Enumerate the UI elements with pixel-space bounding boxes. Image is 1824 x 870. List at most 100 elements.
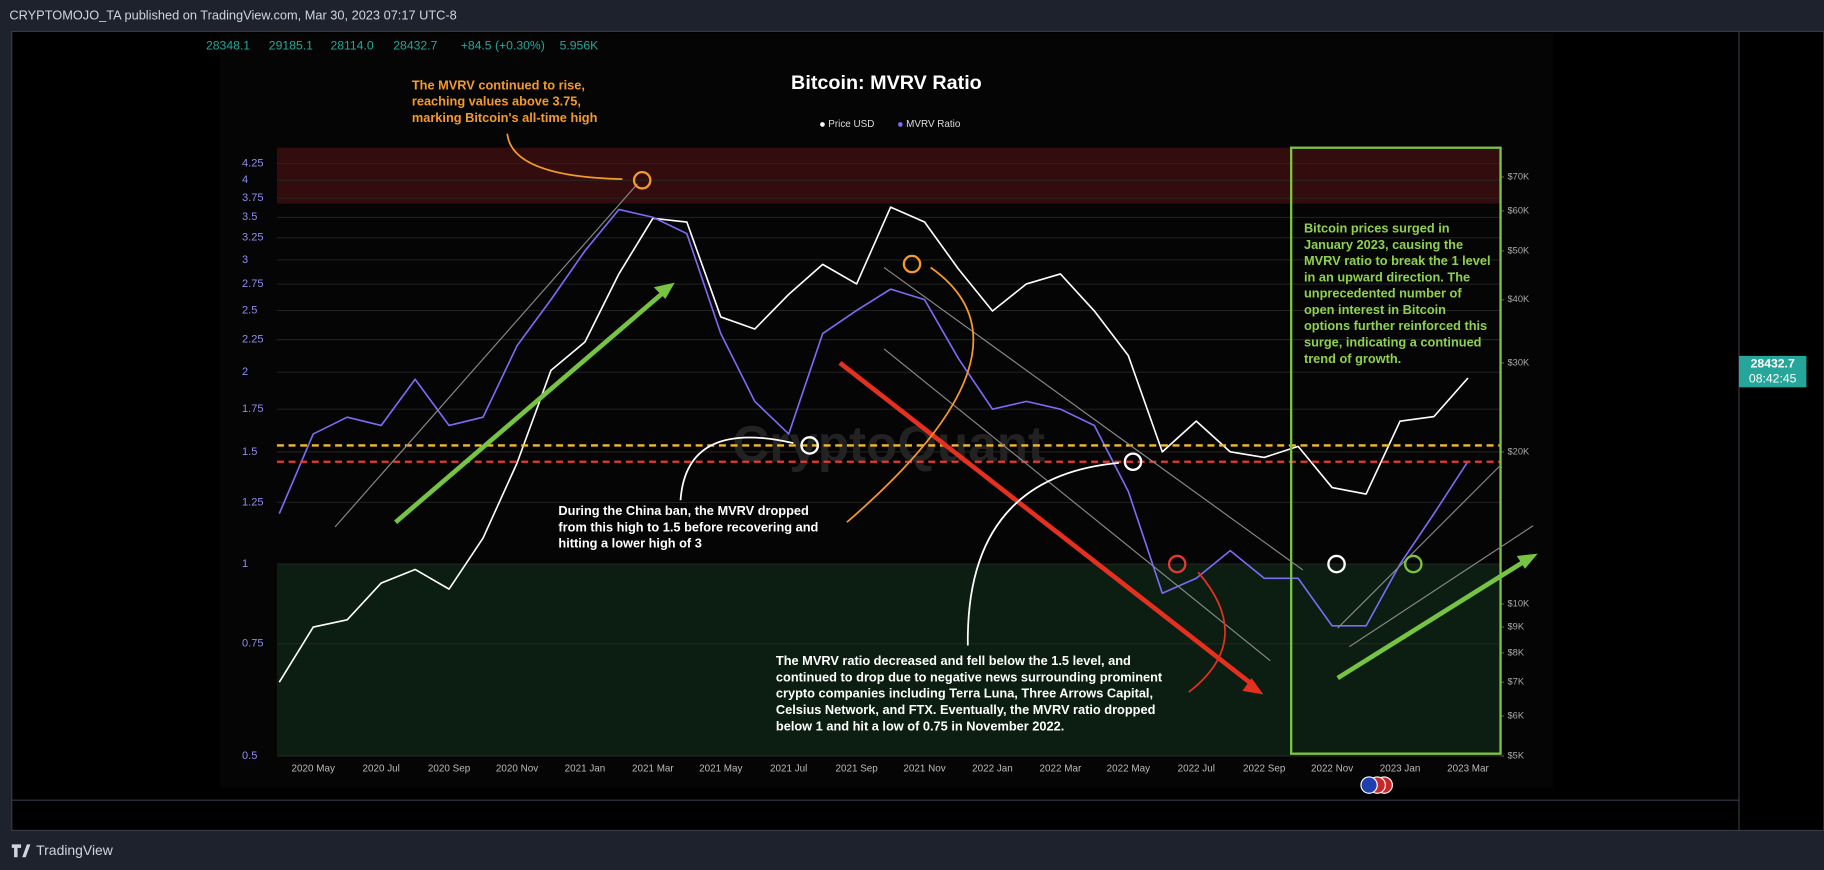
y-tick-label: 0.75 xyxy=(242,638,263,650)
publish-header: CRYPTOMOJO_TA published on TradingView.c… xyxy=(9,8,456,23)
ohlc-value: 5.956K xyxy=(560,39,599,53)
highlight-circle xyxy=(800,436,819,455)
x-tick-label: 2022 Jan xyxy=(972,763,1013,774)
drawings xyxy=(276,133,1538,755)
highlight-circle xyxy=(902,254,922,274)
countdown-label: 08:42:45 xyxy=(1749,371,1797,385)
plot xyxy=(278,206,1469,683)
y-tick-label: 4.25 xyxy=(242,157,263,169)
annotation-line: The MVRV continued to rise, xyxy=(412,77,585,92)
x-tick-label: 2022 Nov xyxy=(1311,763,1353,774)
trend-arrow xyxy=(1336,559,1526,681)
arrow-head xyxy=(1516,553,1538,569)
x-tick-label: 2021 May xyxy=(699,763,742,774)
y2-tick-label: $5K xyxy=(1508,750,1525,760)
y2-tick-label: $7K xyxy=(1508,677,1525,687)
y2-tick-label: $6K xyxy=(1508,710,1525,720)
callout-arrow xyxy=(846,266,975,523)
y-tick-label: 1.5 xyxy=(242,446,257,458)
y2-tick-label: $10K xyxy=(1508,598,1531,608)
annotation-line: MVRV ratio to break the 1 level xyxy=(1304,253,1491,268)
annotation-line: surge, indicating a continued xyxy=(1304,334,1482,349)
chart-title: Bitcoin: MVRV Ratio xyxy=(791,72,982,94)
flag-icon xyxy=(1360,776,1378,794)
brand-name: TradingView xyxy=(36,842,114,858)
annotation-line: During the China ban, the MVRV dropped xyxy=(558,503,808,518)
y-tick-label: 4 xyxy=(242,174,248,186)
x-tick-label: 2022 Mar xyxy=(1040,763,1082,774)
highlight-box xyxy=(1290,146,1502,755)
x-tick-label: 2020 Sep xyxy=(428,763,471,774)
annotation-line: open interest in Bitcoin xyxy=(1304,302,1446,317)
x-tick-label: 2020 Nov xyxy=(496,763,538,774)
callout-arrow xyxy=(506,133,623,180)
x-tick-label: 2020 May xyxy=(292,763,335,774)
y-tick-label: 3 xyxy=(242,254,248,266)
channel-line xyxy=(883,348,1271,662)
ohlc-value: 28432.7 xyxy=(393,39,437,53)
arrow-head xyxy=(1242,678,1264,695)
undervalued-band xyxy=(276,564,1501,757)
x-tick-label: 2022 May xyxy=(1107,763,1150,774)
annotation-line: options further reinforced this xyxy=(1304,318,1487,333)
annotation-line: reaching values above 3.75, xyxy=(412,94,581,109)
annotation-line: January 2023, causing the xyxy=(1304,237,1463,252)
legend: Price USD MVRV Ratio xyxy=(820,119,961,130)
annotation-line: The MVRV ratio decreased and fell below … xyxy=(776,653,1131,668)
series-line xyxy=(278,208,1469,627)
annotation-line: marking Bitcoin's all-time high xyxy=(412,110,598,125)
x-tick-label: 2022 Jul xyxy=(1178,763,1215,774)
y-tick-label: 0.5 xyxy=(242,750,257,762)
channel-line xyxy=(1337,464,1501,629)
annotation-line: Bitcoin prices surged in xyxy=(1304,221,1450,236)
event-flags xyxy=(1360,776,1393,794)
y-tick-label: 2.75 xyxy=(242,278,263,290)
y2-tick-label: $20K xyxy=(1508,446,1531,456)
ohlc-row: 28348.1 29185.1 28114.0 28432.7 +84.5 (+0.30… xyxy=(206,39,598,53)
x-tick-label: 2021 Mar xyxy=(632,763,674,774)
trend-arrow xyxy=(394,289,667,524)
annotations: The MVRV continued to rise, reaching valu… xyxy=(412,77,1491,733)
y2-tick-label: $60K xyxy=(1508,205,1531,215)
highlight-circle xyxy=(1327,554,1346,574)
y-tick-label: 1.75 xyxy=(242,403,263,415)
ohlc-value: +84.5 (+0.30%) xyxy=(461,39,545,53)
y2-tick-label: $40K xyxy=(1508,294,1531,304)
x-tick-label: 2021 Nov xyxy=(903,763,945,774)
channel-line xyxy=(883,267,1304,571)
ohlc-value: 29185.1 xyxy=(269,39,313,53)
highlight-circle xyxy=(1167,554,1187,574)
highlight-circle xyxy=(632,170,652,190)
y2-tick-label: $70K xyxy=(1508,171,1531,181)
price-label-box xyxy=(1738,355,1807,388)
x-tick-label: 2021 Jan xyxy=(565,763,606,774)
channel-line xyxy=(334,183,638,528)
x-tick-label: 2021 Jul xyxy=(770,763,807,774)
grid: 0.5 0.75 1 1.25 1.5 1.75 2 2.25 2.5 2.75 3 3.25 3.5 3… xyxy=(242,157,1530,774)
legend-swatch xyxy=(898,122,903,127)
annotation-line: from this high to 1.5 before recovering … xyxy=(558,519,818,534)
legend-swatch xyxy=(820,122,825,127)
trend-arrow xyxy=(838,361,1254,686)
y-tick-label: 2.25 xyxy=(242,334,263,346)
x-tick-label: 2023 Mar xyxy=(1447,763,1489,774)
annotation-line: crypto companies including Terra Luna, T… xyxy=(776,686,1153,701)
arrow-head xyxy=(653,282,675,299)
callout-arrow xyxy=(1188,571,1226,693)
annotation-line: hitting a lower high of 3 xyxy=(558,536,701,551)
y2-tick-label: $50K xyxy=(1508,245,1531,255)
x-tick-label: 2020 Jul xyxy=(362,763,399,774)
callout-arrow xyxy=(966,462,1120,646)
y2-tick-label: $30K xyxy=(1508,357,1531,367)
y-tick-label: 3.5 xyxy=(242,211,257,223)
ohlc-value: 28114.0 xyxy=(330,39,373,53)
ohlc-value: 28348.1 xyxy=(206,39,250,53)
brand-logo xyxy=(11,844,31,858)
annotation-line: unprecedented number of xyxy=(1304,286,1462,301)
annotation-line: trend of growth. xyxy=(1304,351,1401,366)
x-tick-label: 2023 Jan xyxy=(1380,763,1421,774)
y-tick-label: 3.25 xyxy=(242,232,263,244)
annotation-line: Celsius Network, and FTX. Eventually, th… xyxy=(776,702,1155,717)
callout-arrow xyxy=(679,436,794,501)
